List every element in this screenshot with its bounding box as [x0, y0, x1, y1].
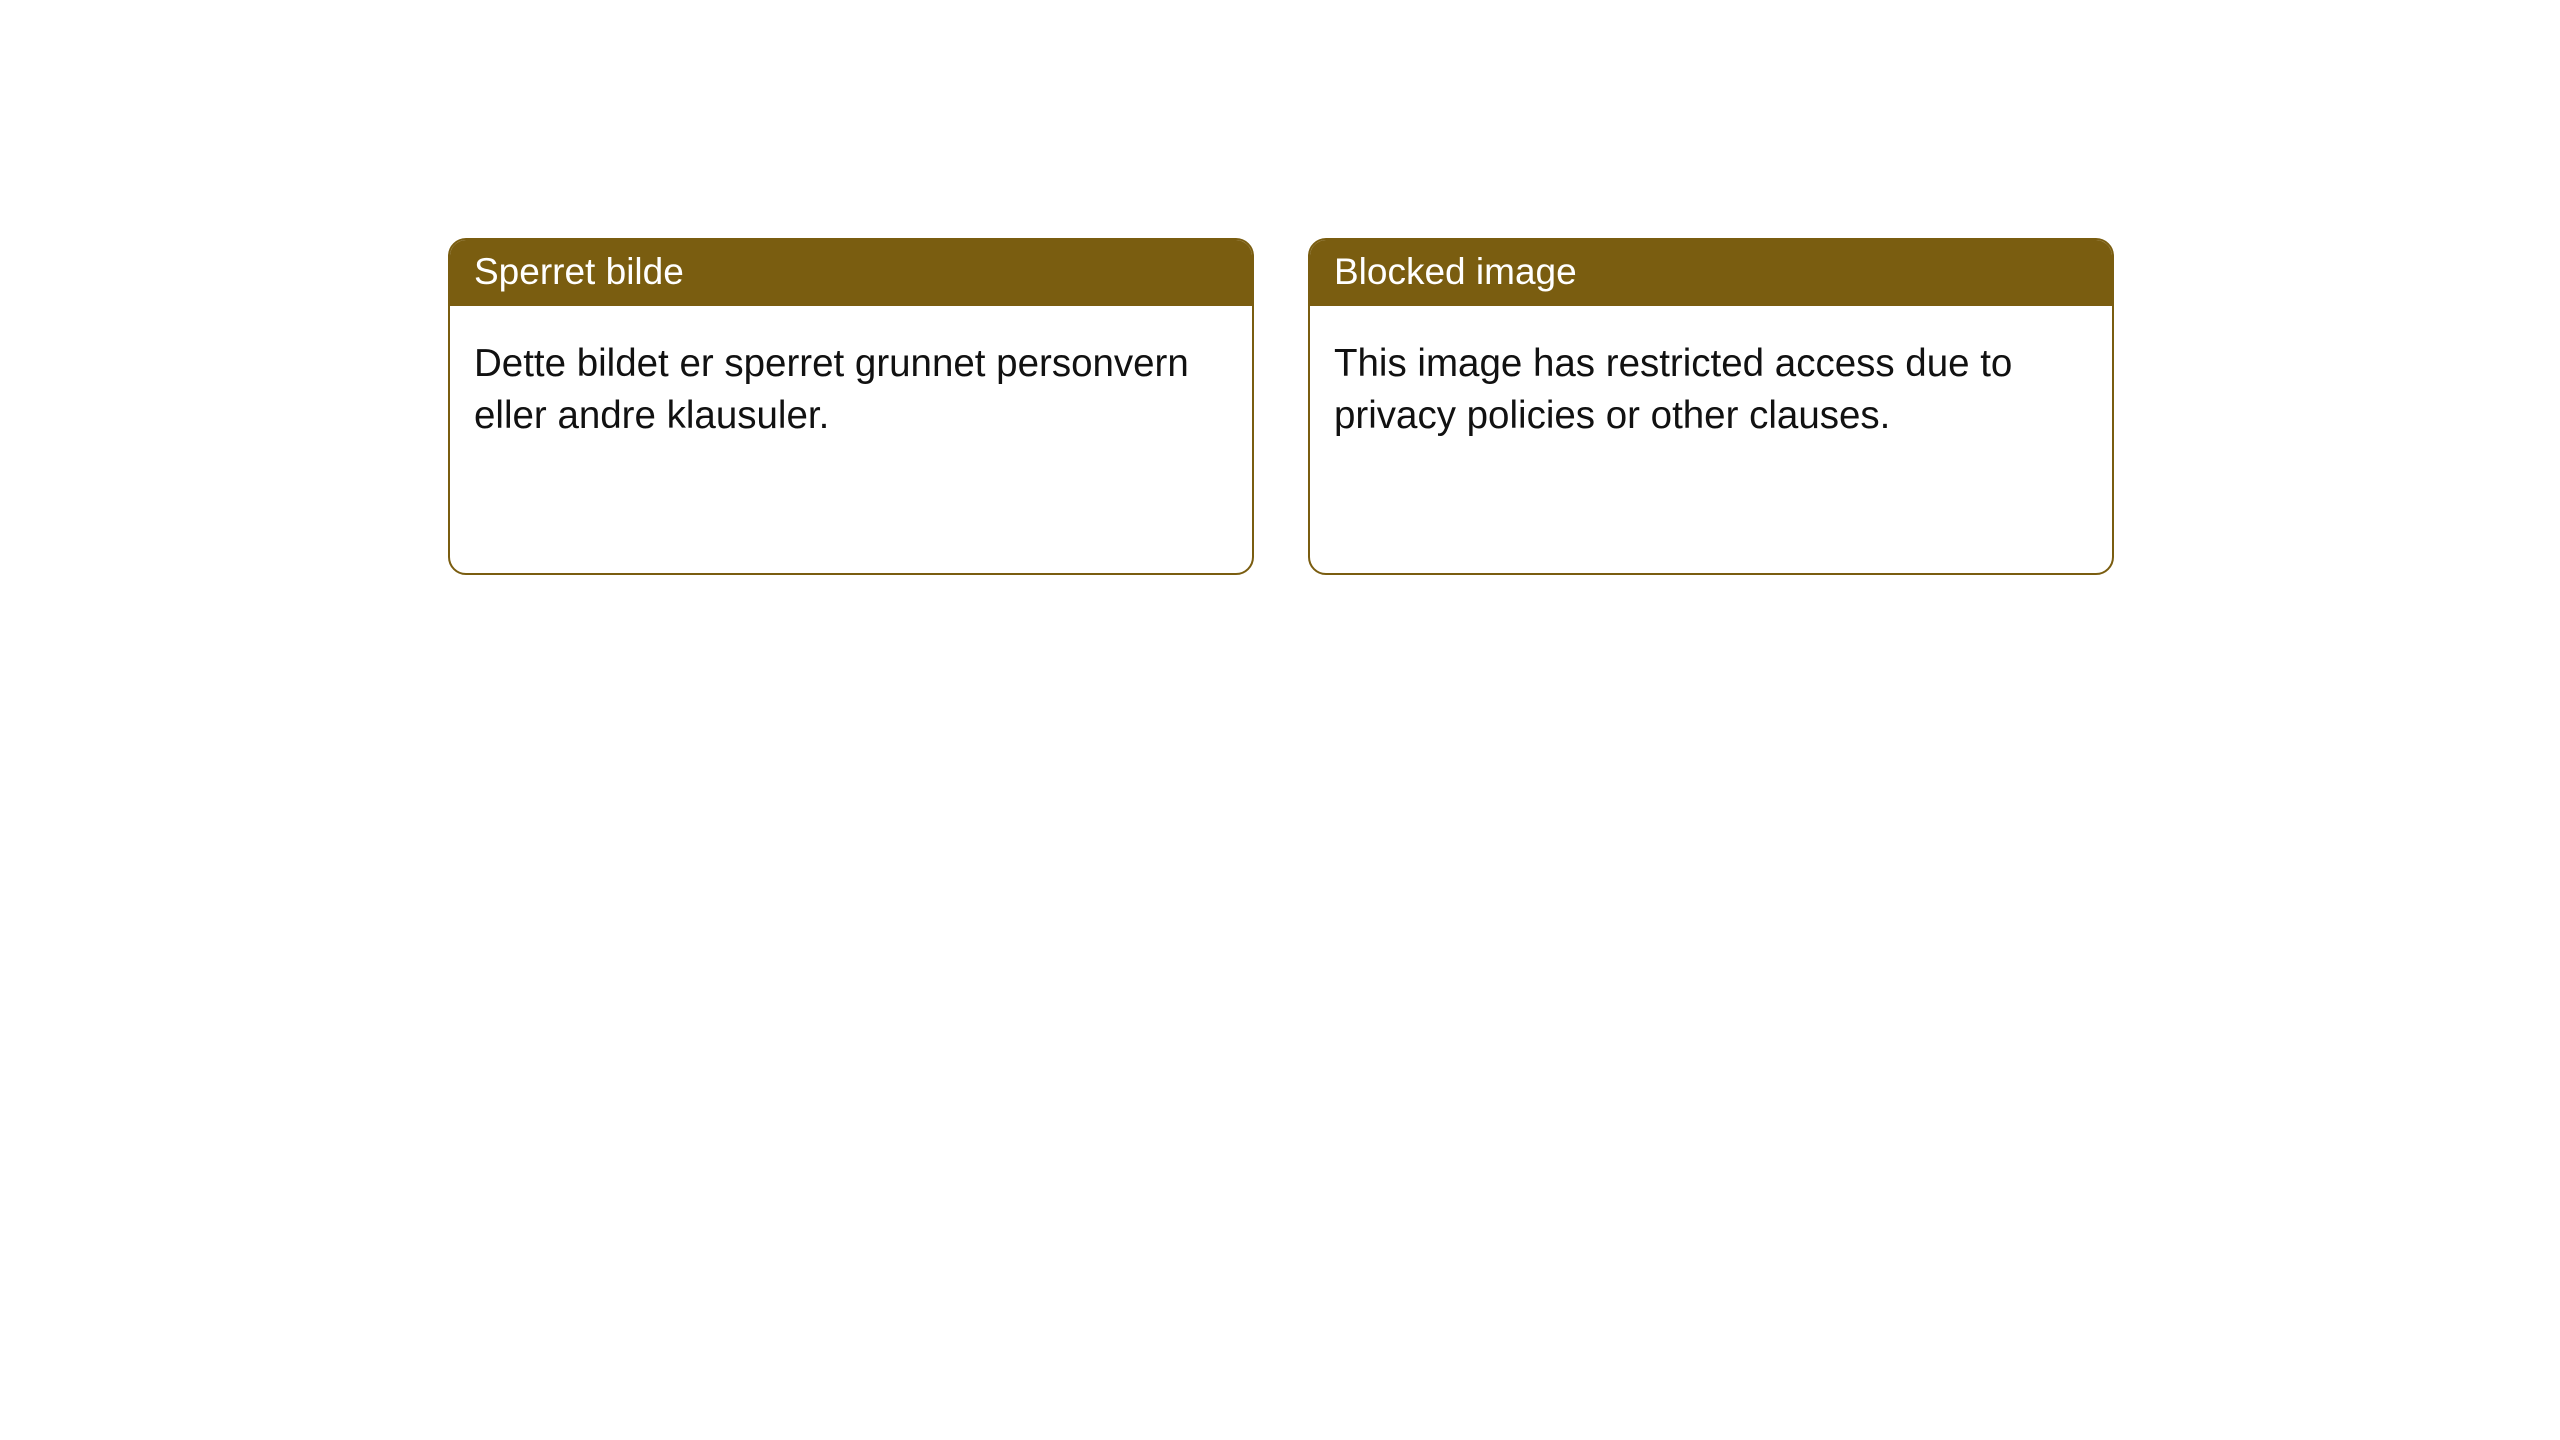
notice-container: Sperret bilde Dette bildet er sperret gr… [0, 0, 2560, 575]
notice-body-english: This image has restricted access due to … [1310, 306, 2112, 474]
notice-card-norwegian: Sperret bilde Dette bildet er sperret gr… [448, 238, 1254, 575]
notice-title-english: Blocked image [1310, 240, 2112, 306]
notice-title-norwegian: Sperret bilde [450, 240, 1252, 306]
notice-body-norwegian: Dette bildet er sperret grunnet personve… [450, 306, 1252, 474]
notice-card-english: Blocked image This image has restricted … [1308, 238, 2114, 575]
